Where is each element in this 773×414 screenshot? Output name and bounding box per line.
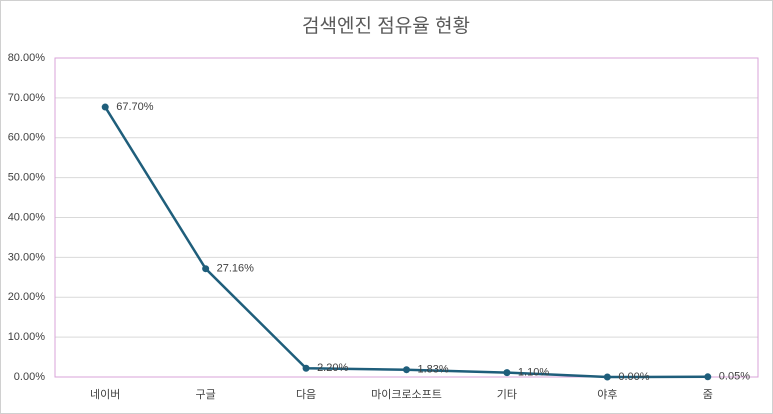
data-label: 1.10% [518,367,549,379]
chart-title: 검색엔진 점유율 현황 [302,15,470,37]
x-tick-label: 네이버 [90,388,120,401]
data-label: 0.00% [618,371,649,383]
plot-border [54,57,759,378]
data-label: 1.83% [418,364,449,376]
data-point [704,373,712,381]
x-tick-label: 다음 [296,388,316,401]
data-label: 2.20% [317,362,348,374]
x-tick-label: 구글 [196,389,216,401]
y-tick-label: 60.00% [8,132,46,144]
data-point [302,364,310,372]
data-label: 67.70% [116,101,154,113]
x-tick-label: 기타 [497,388,517,401]
y-tick-label: 80.00% [8,52,46,64]
y-tick-label: 0.00% [14,371,45,383]
x-tick-label: 야후 [597,388,617,401]
data-point [101,103,109,111]
data-label: 0.05% [719,371,750,383]
y-tick-label: 40.00% [8,211,46,223]
y-tick-label: 70.00% [8,92,46,104]
data-point [503,369,511,377]
data-label: 27.16% [217,263,255,275]
data-point [403,366,410,374]
data-point [603,373,611,381]
y-tick-label: 30.00% [8,251,46,263]
y-tick-label: 50.00% [8,172,46,184]
x-tick-label: 마이크로소프트 [371,388,442,401]
y-tick-label: 10.00% [8,331,46,343]
data-point [202,265,210,273]
y-tick-label: 20.00% [8,291,46,303]
x-tick-label: 줌 [703,388,713,401]
